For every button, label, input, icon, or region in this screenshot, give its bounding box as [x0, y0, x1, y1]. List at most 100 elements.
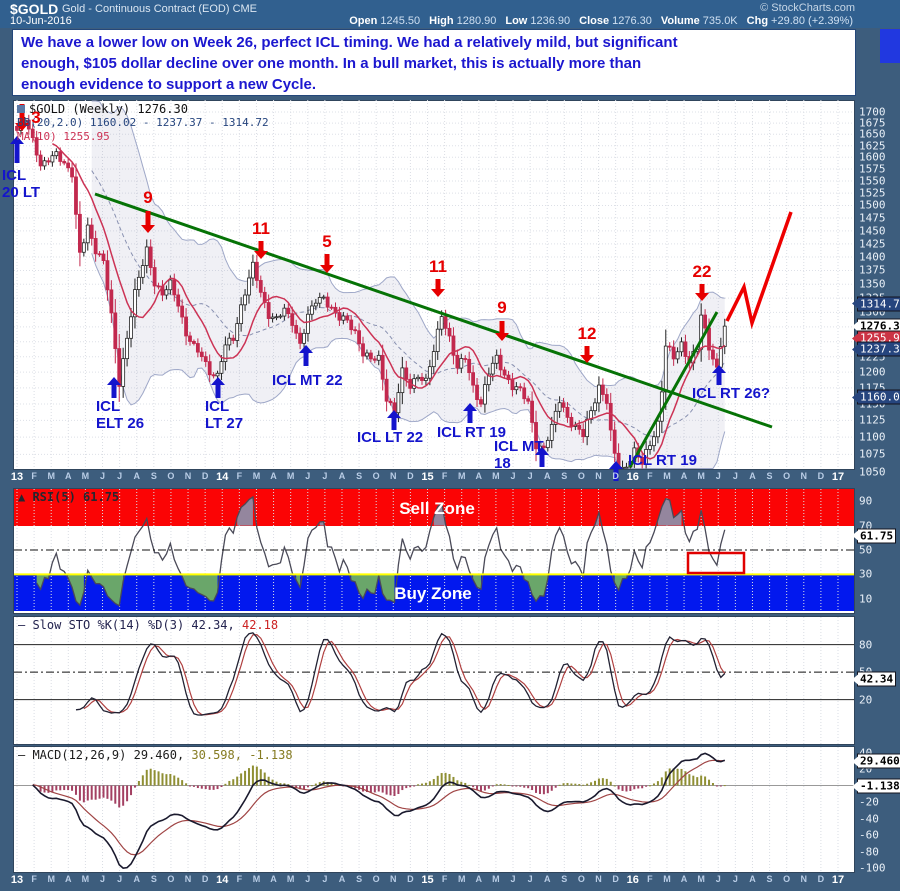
- x-axis-label: M: [663, 471, 671, 481]
- macd-panel[interactable]: [13, 746, 855, 873]
- x-axis-label: J: [715, 471, 721, 481]
- y-axis-tick: 1650: [859, 127, 886, 141]
- y-axis-tick: 1600: [859, 150, 886, 164]
- x-axis-label: F: [647, 874, 653, 884]
- y-axis-tick: 1200: [859, 365, 886, 379]
- callout-pointer: [852, 756, 858, 767]
- x-axis-label: S: [150, 471, 157, 481]
- x-axis-label: A: [543, 471, 551, 481]
- y-axis-tick: 1350: [859, 277, 886, 291]
- macd-tick: -60: [859, 828, 879, 842]
- x-axis-label: S: [356, 874, 363, 884]
- x-axis-label: J: [100, 874, 106, 884]
- x-axis-label: D: [407, 874, 414, 884]
- cycle-week-count: 3: [31, 108, 41, 127]
- cycle-week-count: 22: [692, 262, 712, 281]
- cycle-week-count: 11: [429, 257, 447, 276]
- x-axis-label: 15: [421, 471, 434, 483]
- x-axis-label: F: [31, 874, 37, 884]
- macd-tick: -80: [859, 845, 879, 858]
- x-axis-label: M: [47, 874, 55, 884]
- stochastic-legend[interactable]: — Slow STO %K(14) %D(3) 42.34, 42.18: [18, 618, 279, 632]
- x-axis-label: 17: [831, 874, 845, 886]
- sto-callout: 42.34: [852, 671, 897, 687]
- x-axis-label: M: [81, 874, 90, 884]
- x-axis-label: F: [647, 471, 653, 481]
- stochastic-panel[interactable]: [13, 616, 855, 745]
- rsi-tick: 30: [859, 567, 873, 581]
- candlestick-icon[interactable]: [17, 105, 25, 113]
- symbol-label[interactable]: $GOLD: [10, 1, 59, 17]
- x-axis-label: J: [715, 874, 721, 884]
- icl-label: ICL 20 LT: [2, 167, 41, 201]
- cycle-week-count: 5: [322, 232, 332, 251]
- chart-header: $GOLD Gold - Continuous Contract (EOD) C…: [0, 0, 900, 28]
- x-axis-label: J: [117, 874, 123, 884]
- rsi-tick: 50: [859, 543, 873, 557]
- x-axis-label: D: [817, 874, 825, 884]
- cycle-week-count: 9: [497, 298, 507, 317]
- callout-pointer: [852, 392, 858, 403]
- x-axis-label: J: [305, 471, 311, 481]
- x-axis-label: N: [184, 874, 192, 884]
- x-axis-label: J: [510, 874, 516, 884]
- sto-tick: 80: [859, 638, 873, 652]
- x-axis-label: M: [457, 471, 466, 481]
- x-axis-label: F: [441, 874, 448, 884]
- rsi-tick: 10: [859, 592, 873, 606]
- macd-legend[interactable]: — MACD(12,26,9) 29.460, 30.598, -1.138: [18, 748, 293, 762]
- price-legend-symbol: $GOLD (Weekly) 1276.30: [17, 102, 269, 116]
- x-axis-label: D: [201, 471, 209, 481]
- y-axis-tick: 1500: [859, 198, 886, 212]
- copyright-label[interactable]: © StockCharts.com: [760, 2, 855, 14]
- x-axis-label: A: [270, 471, 277, 481]
- sell-zone-label: Sell Zone: [399, 499, 475, 518]
- x-axis-label: J: [527, 874, 533, 884]
- cycle-week-count: 12: [577, 324, 597, 343]
- x-axis-label: A: [65, 874, 72, 884]
- rsi-icon: ▲: [18, 490, 33, 504]
- line-icon: —: [18, 618, 33, 632]
- scrollbar-thumb[interactable]: [880, 29, 900, 63]
- icl-label: ICL LT 27: [205, 398, 244, 432]
- x-axis-label: F: [31, 471, 37, 481]
- quote-label: Chg: [746, 15, 769, 27]
- x-axis-label: M: [492, 874, 500, 884]
- x-axis-label: 13: [10, 874, 24, 886]
- x-axis-label: N: [390, 874, 397, 884]
- icl-label: ICL RT 26?: [692, 385, 771, 402]
- rsi-tick: 90: [859, 494, 873, 508]
- callout-pointer: [852, 298, 858, 309]
- analyst-note: We have a lower low on Week 26, perfect …: [12, 29, 856, 96]
- symbol-description: Gold - Continuous Contract (EOD) CME: [62, 3, 258, 15]
- y-axis-tick: 1050: [859, 465, 886, 479]
- quote-label: High: [429, 15, 454, 27]
- icl-label: ICL LT 22: [357, 429, 424, 446]
- x-axis-label: N: [800, 471, 808, 481]
- macd-tick: -20: [859, 795, 879, 809]
- x-axis-label: A: [680, 471, 688, 481]
- price-legend-bb[interactable]: BB(20,2.0) 1160.02 - 1237.37 - 1314.72: [17, 116, 269, 129]
- x-axis-label: N: [595, 471, 602, 481]
- x-axis-label: M: [697, 471, 705, 481]
- x-axis-label: D: [612, 874, 619, 884]
- price-legend-ma[interactable]: MA(10) 1255.95: [17, 130, 110, 143]
- x-axis-label: N: [184, 471, 192, 481]
- macd-tick: -40: [859, 812, 879, 825]
- quote-label: Low: [505, 15, 528, 27]
- x-axis-label: S: [356, 471, 363, 481]
- x-axis-label: A: [475, 471, 483, 481]
- x-axis-label: M: [492, 471, 500, 481]
- x-axis-label: M: [252, 471, 261, 481]
- quote-label: Close: [579, 15, 610, 27]
- y-axis-tick: 1075: [859, 447, 886, 461]
- x-axis-label: S: [766, 471, 773, 481]
- x-axis-label: M: [457, 874, 466, 884]
- x-axis-label: N: [595, 874, 602, 884]
- macd-callout: -1.138: [852, 778, 900, 794]
- rsi-legend[interactable]: ▲ RSI(5) 61.75: [18, 490, 120, 504]
- x-axis-label: A: [133, 874, 140, 884]
- x-axis-label: A: [680, 874, 688, 884]
- x-axis-label: A: [270, 874, 277, 884]
- x-axis-label: N: [390, 471, 397, 481]
